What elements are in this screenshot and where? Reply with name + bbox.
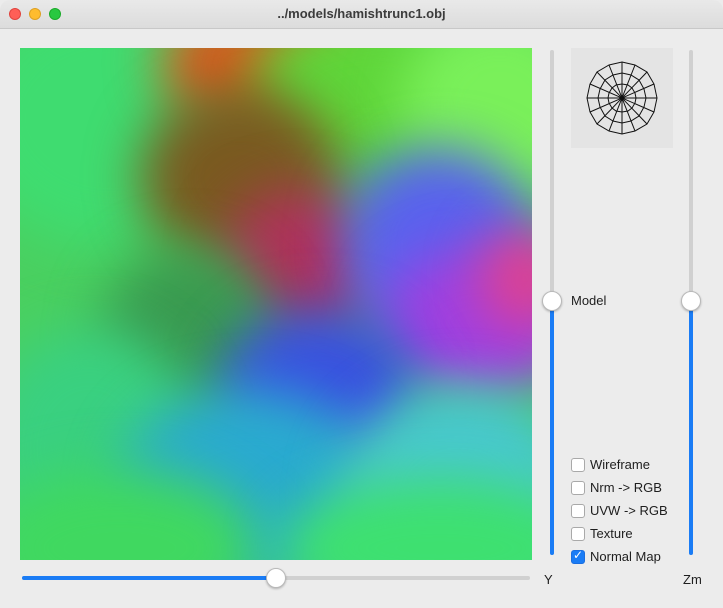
display-options: Wireframe Nrm -> RGB UVW -> RGB Texture … [571, 453, 668, 568]
window-title: ../models/hamishtrunc1.obj [277, 6, 446, 21]
checkbox-box[interactable] [571, 526, 585, 541]
checkbox-label: Normal Map [590, 549, 661, 564]
zoom-window-button[interactable] [49, 8, 61, 20]
checkbox-label: Wireframe [590, 457, 650, 472]
wireframe-sphere-icon [586, 61, 658, 135]
close-window-button[interactable] [9, 8, 21, 20]
model-slider-knob[interactable] [542, 291, 562, 311]
y-slider-fill [22, 576, 276, 580]
model-viewport[interactable] [20, 48, 532, 560]
model-slider-fill [550, 299, 554, 555]
checkbox-label: UVW -> RGB [590, 503, 668, 518]
checkbox-label: Nrm -> RGB [590, 480, 662, 495]
checkbox-label: Texture [590, 526, 633, 541]
y-slider-knob[interactable] [266, 568, 286, 588]
wireframe-checkbox[interactable]: Wireframe [571, 453, 668, 476]
sphere-preview [571, 48, 673, 148]
texture-checkbox[interactable]: Texture [571, 522, 668, 545]
checkmark-icon: ✓ [573, 547, 584, 562]
model-slider-label: Model [571, 293, 607, 308]
checkbox-box[interactable] [571, 480, 585, 495]
checkbox-box[interactable] [571, 503, 585, 518]
minimize-window-button[interactable] [29, 8, 41, 20]
nrm-rgb-checkbox[interactable]: Nrm -> RGB [571, 476, 668, 499]
uvw-rgb-checkbox[interactable]: UVW -> RGB [571, 499, 668, 522]
checkbox-box[interactable] [571, 457, 585, 472]
y-slider-label: Y [544, 572, 553, 587]
zoom-slider-label: Zm [683, 572, 702, 587]
normal-map-checkbox[interactable]: ✓ Normal Map [571, 545, 668, 568]
zoom-slider-fill [689, 299, 693, 555]
zoom-slider-knob[interactable] [681, 291, 701, 311]
checkbox-box[interactable]: ✓ [571, 547, 585, 564]
title-bar: ../models/hamishtrunc1.obj [0, 0, 723, 29]
